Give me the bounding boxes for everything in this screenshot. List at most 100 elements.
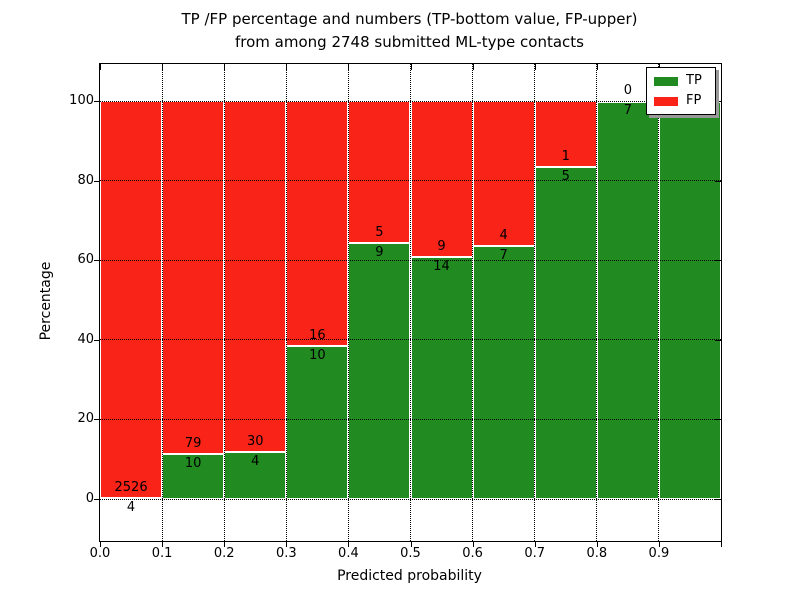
gridline-vertical xyxy=(534,64,536,541)
fp-count-label: 30 xyxy=(246,434,264,450)
gridline-vertical xyxy=(223,64,225,541)
bar-segment-fp xyxy=(224,101,287,453)
y-tick-label: 40 xyxy=(77,331,94,347)
y-tick-mark xyxy=(94,180,99,182)
x-tick-label: 0.7 xyxy=(524,546,546,561)
x-tick-mark-top xyxy=(596,64,598,70)
y-tick-mark xyxy=(94,339,99,341)
gridline-vertical xyxy=(658,64,660,541)
x-tick-label: 0.9 xyxy=(648,546,670,561)
x-tick-mark-top xyxy=(286,64,288,70)
bar-segment-fp xyxy=(410,101,473,257)
x-tick-mark-top xyxy=(224,64,226,70)
legend-swatch-fp xyxy=(654,96,678,106)
y-tick-mark-right xyxy=(715,101,721,102)
x-tick-mark xyxy=(286,542,288,547)
plot-area: 0.0 0.1 0.2 0.3 0.4 0.5 0.6 0.7 0.8 0.9 0 20 40 60 80 1… xyxy=(69,63,722,561)
x-tick-mark-top xyxy=(534,64,536,70)
legend-swatch-tp xyxy=(654,76,678,86)
tp-count-label: 10 xyxy=(309,347,326,363)
x-tick-mark-top xyxy=(100,64,101,70)
y-tick-mark-right xyxy=(715,499,721,500)
x-tick-label: 0.1 xyxy=(151,546,173,561)
tp-count-label: 7 xyxy=(499,247,508,263)
x-tick-mark xyxy=(162,542,164,547)
fp-count-label: 4 xyxy=(499,227,508,243)
x-tick-mark xyxy=(472,542,474,547)
gridline-horizontal xyxy=(100,100,721,102)
y-tick-label: 20 xyxy=(77,411,94,427)
x-tick-label: 0.3 xyxy=(275,546,297,561)
bar-segment-tp xyxy=(286,345,349,499)
gridline-vertical xyxy=(596,64,598,541)
tp-count-label: 7 xyxy=(623,103,632,118)
y-tick-mark-right xyxy=(715,180,721,182)
bar-segment-fp xyxy=(472,101,535,246)
x-tick-label: 0.0 xyxy=(89,546,111,561)
tp-count-label: 9 xyxy=(375,245,384,261)
bar-segment-fp xyxy=(100,101,163,499)
bar-segment-tp xyxy=(224,452,287,499)
chart-title-line2: from among 2748 submitted ML-type contac… xyxy=(235,33,584,51)
y-tick-mark xyxy=(94,260,99,262)
gridline-horizontal xyxy=(100,259,721,261)
x-tick-mark-top xyxy=(348,64,350,70)
y-tick-mark xyxy=(94,101,99,102)
y-tick-mark xyxy=(94,499,99,500)
fp-count-label: 1 xyxy=(561,149,570,165)
x-tick-mark xyxy=(721,542,722,547)
fp-count-label: 79 xyxy=(184,436,202,452)
x-tick-mark xyxy=(100,542,101,547)
bar-segment-fp xyxy=(162,101,225,455)
y-tick-label: 0 xyxy=(85,491,94,506)
bar-segment-tp xyxy=(472,245,535,499)
x-tick-mark xyxy=(596,542,598,547)
x-tick-mark-top xyxy=(472,64,474,70)
bar-segment-tp xyxy=(162,454,225,499)
y-tick-label: 100 xyxy=(69,93,94,108)
bar-segment-tp xyxy=(596,101,659,499)
gridline-vertical xyxy=(472,64,474,541)
y-axis-label: Percentage xyxy=(38,261,54,341)
legend-entry: TP xyxy=(654,74,708,88)
x-tick-mark xyxy=(410,542,412,547)
bar-segment-tp xyxy=(410,256,473,499)
x-tick-label: 0.6 xyxy=(462,546,483,561)
tp-count-label: 10 xyxy=(184,456,202,472)
fp-count-label: 5 xyxy=(375,225,384,241)
legend: TP FP xyxy=(646,67,716,115)
fp-count-label: 16 xyxy=(309,327,326,343)
y-tick-mark-right xyxy=(715,260,721,262)
fp-count-label: 0 xyxy=(623,83,632,98)
x-axis-label: Predicted probability xyxy=(337,568,482,584)
x-tick-label: 0.5 xyxy=(400,546,421,561)
tp-count-label: 5 xyxy=(561,169,570,185)
fp-count-label: 2526 xyxy=(114,480,148,496)
fp-count-label: 9 xyxy=(437,238,446,254)
x-tick-mark-top xyxy=(410,64,412,70)
bar-segment-tp xyxy=(658,101,721,499)
y-tick-label: 60 xyxy=(77,252,94,268)
x-tick-mark xyxy=(224,542,226,547)
gridline-vertical xyxy=(347,64,349,541)
x-tick-label: 0.8 xyxy=(586,546,608,561)
chart-title-line1: TP /FP percentage and numbers (TP-bottom… xyxy=(181,10,638,28)
tp-count-label: 14 xyxy=(433,258,450,274)
tp-count-label: 4 xyxy=(251,454,260,470)
bar-segment-fp xyxy=(286,101,349,346)
x-tick-mark-top xyxy=(721,64,722,70)
x-tick-mark xyxy=(658,542,660,547)
legend-label-tp: TP xyxy=(686,73,702,88)
x-tick-label: 0.2 xyxy=(213,546,235,561)
legend-label-fp: FP xyxy=(686,93,702,108)
chart-title: TP /FP percentage and numbers (TP-bottom… xyxy=(99,8,720,54)
bar-segment-fp xyxy=(348,101,411,244)
legend-entry: FP xyxy=(654,94,708,108)
gridline-vertical xyxy=(285,64,287,541)
bar-segment-tp xyxy=(348,243,411,499)
y-tick-mark-right xyxy=(715,339,721,341)
y-tick-label: 80 xyxy=(77,172,94,188)
x-tick-label: 0.4 xyxy=(338,546,359,561)
gridline-vertical xyxy=(410,64,411,541)
